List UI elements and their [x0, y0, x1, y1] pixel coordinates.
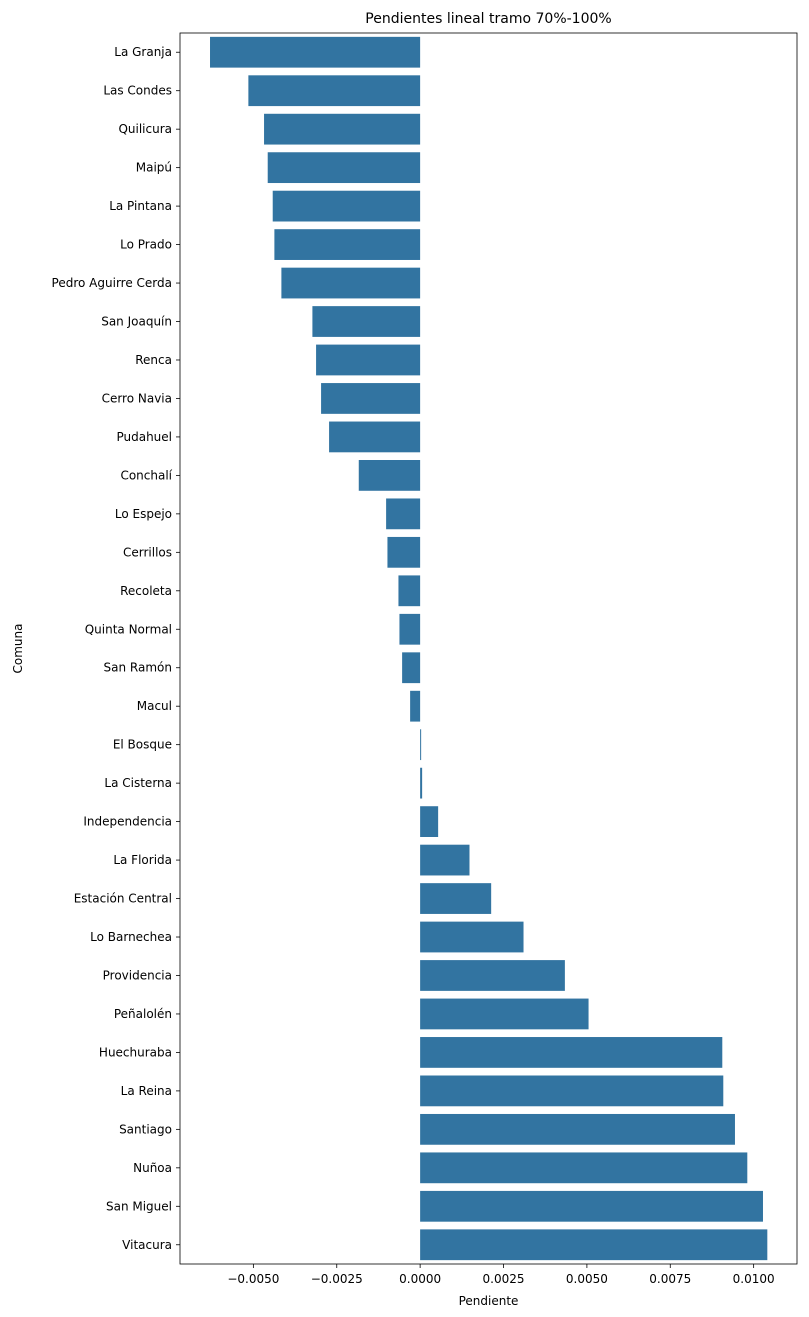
- x-tick-label: −0.0050: [227, 1272, 279, 1286]
- plot-frame: [179, 32, 798, 1265]
- y-tick-label: Cerrillos: [123, 545, 172, 559]
- bar: [312, 306, 421, 337]
- y-tick-label: La Florida: [113, 853, 172, 867]
- bar: [321, 383, 421, 414]
- y-tick-label: Quinta Normal: [85, 622, 172, 636]
- bar: [420, 921, 524, 953]
- y-tick-label: Nuñoa: [133, 1161, 172, 1175]
- x-tick-label: 0.0100: [733, 1272, 775, 1286]
- y-tick-label: San Ramón: [104, 661, 172, 675]
- y-tick-label: Conchalí: [120, 468, 172, 482]
- y-tick-label: Peñalolén: [114, 1007, 172, 1021]
- bar: [316, 344, 421, 376]
- bar: [272, 190, 421, 222]
- y-tick-label: La Granja: [114, 45, 172, 59]
- bar: [420, 1037, 723, 1068]
- bar: [248, 75, 421, 107]
- y-tick-label: Estación Central: [74, 892, 172, 906]
- x-axis-title: Pendiente: [459, 1294, 519, 1308]
- bars-group: [210, 36, 768, 1261]
- y-tick-label: Renca: [135, 353, 172, 367]
- y-tick-label: La Reina: [121, 1084, 172, 1098]
- bar: [402, 652, 421, 684]
- y-axis: La Granja Las Condes Quilicura Maipú La Pint…: [52, 45, 180, 1252]
- x-tick-label: −0.0025: [311, 1272, 363, 1286]
- bar: [329, 421, 421, 453]
- x-tick-label: 0.0050: [566, 1272, 608, 1286]
- bar: [410, 690, 421, 722]
- bar: [420, 1113, 735, 1145]
- bar: [420, 767, 423, 799]
- bar: [420, 960, 565, 991]
- y-tick-label: Pedro Aguirre Cerda: [52, 276, 172, 290]
- bar: [420, 729, 422, 761]
- x-tick-label: 0.0025: [483, 1272, 525, 1286]
- bar: [420, 806, 439, 837]
- y-tick-label: La Cisterna: [104, 776, 172, 790]
- y-tick-label: San Miguel: [106, 1199, 172, 1213]
- bar: [210, 36, 421, 68]
- bar: [386, 498, 421, 530]
- y-tick-label: Huechuraba: [99, 1045, 172, 1059]
- y-tick-label: El Bosque: [113, 738, 172, 752]
- y-tick-label: San Joaquín: [101, 315, 172, 329]
- y-tick-label: Recoleta: [120, 584, 172, 598]
- x-tick-label: 0.0075: [649, 1272, 691, 1286]
- bar: [281, 267, 421, 299]
- y-tick-label: Las Condes: [103, 84, 172, 98]
- y-tick-label: Providencia: [103, 968, 172, 982]
- y-tick-label: La Pintana: [109, 199, 172, 213]
- y-tick-label: Quilicura: [118, 122, 172, 136]
- y-tick-label: Santiago: [119, 1122, 172, 1136]
- y-tick-label: Cerro Navia: [102, 391, 172, 405]
- bar: [274, 229, 421, 260]
- bar: [264, 113, 421, 145]
- bar: [420, 1152, 748, 1184]
- bar: [420, 883, 492, 914]
- y-axis-title: Comuna: [11, 624, 25, 674]
- bar: [399, 613, 421, 645]
- bar: [398, 575, 421, 607]
- y-tick-label: Macul: [137, 699, 172, 713]
- bar: [267, 152, 421, 184]
- y-tick-label: Lo Prado: [120, 238, 172, 252]
- y-tick-label: Lo Barnechea: [90, 930, 172, 944]
- y-tick-label: Lo Espejo: [115, 507, 172, 521]
- bar: [358, 460, 421, 491]
- y-tick-label: Maipú: [136, 161, 172, 175]
- bar: [420, 1190, 763, 1222]
- y-tick-label: Independencia: [83, 815, 172, 829]
- y-tick-label: Vitacura: [122, 1238, 172, 1252]
- bar: [420, 1229, 768, 1261]
- bar: [387, 536, 421, 568]
- bar: [420, 1075, 724, 1107]
- x-axis: −0.0050 −0.0025 0.0000 0.0025 0.0050 0.0075 0.…: [227, 1264, 775, 1286]
- y-tick-label: Pudahuel: [116, 430, 172, 444]
- bar: [420, 844, 470, 876]
- x-tick-label: 0.0000: [399, 1272, 441, 1286]
- bar: [420, 998, 589, 1030]
- chart-title: Pendientes lineal tramo 70%-100%: [365, 11, 611, 27]
